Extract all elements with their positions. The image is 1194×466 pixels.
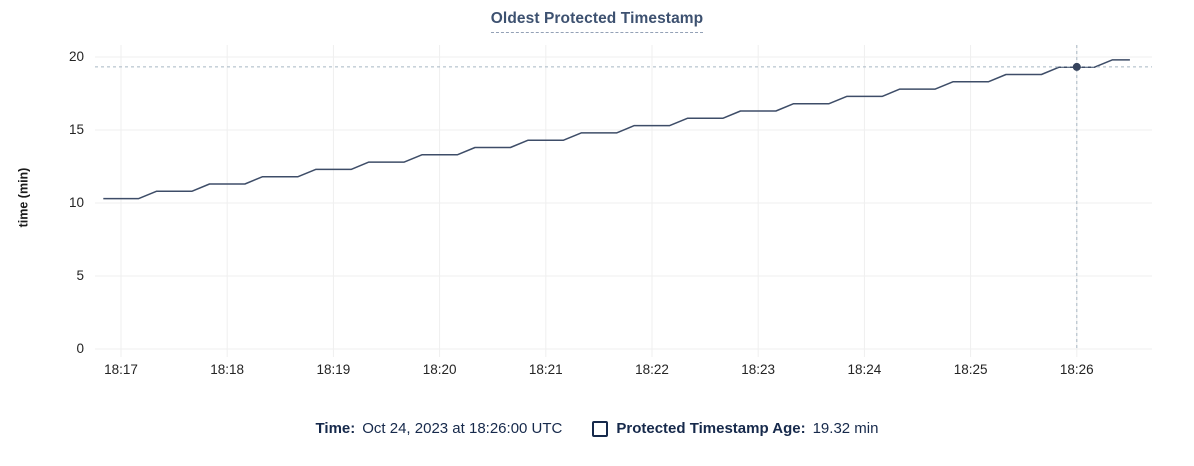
legend-time-label: Time: (315, 420, 356, 437)
legend-series-label: Protected Timestamp Age: (616, 420, 806, 437)
chart-plot[interactable] (0, 0, 1194, 412)
legend-time: Time: Oct 24, 2023 at 18:26:00 UTC (316, 420, 563, 437)
chart-title[interactable]: Oldest Protected Timestamp (490, 10, 704, 33)
crosshair (95, 45, 1152, 349)
legend-checkbox-icon[interactable] (592, 420, 609, 437)
gridlines (95, 45, 1152, 357)
legend-time-value: Oct 24, 2023 at 18:26:00 UTC (362, 420, 563, 437)
series-line-protected-timestamp-age (103, 59, 1130, 200)
highlight-point (1072, 62, 1081, 71)
legend-item-protected-timestamp-age[interactable]: Protected Timestamp Age: 19.32 min (592, 420, 878, 437)
series-lines (103, 59, 1130, 200)
legend-series-value: 19.32 min (812, 420, 879, 437)
chart-legend: Time: Oct 24, 2023 at 18:26:00 UTC Prote… (0, 420, 1194, 437)
chart-header: Oldest Protected Timestamp (0, 10, 1194, 33)
